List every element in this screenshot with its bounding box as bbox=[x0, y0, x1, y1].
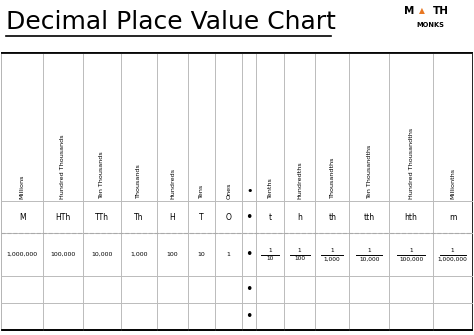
Text: MONKS: MONKS bbox=[416, 22, 444, 28]
Text: Ten Thousands: Ten Thousands bbox=[100, 151, 104, 199]
Text: 10,000: 10,000 bbox=[91, 252, 113, 257]
Text: 100: 100 bbox=[294, 256, 305, 261]
Text: M: M bbox=[404, 6, 415, 16]
Text: Th: Th bbox=[134, 213, 144, 222]
Text: O: O bbox=[226, 213, 232, 222]
Text: Tenths: Tenths bbox=[268, 178, 273, 199]
Text: T: T bbox=[199, 213, 204, 222]
Text: 1,000,000: 1,000,000 bbox=[7, 252, 38, 257]
Text: •: • bbox=[246, 211, 253, 224]
Text: 1,000: 1,000 bbox=[130, 252, 148, 257]
Text: 10: 10 bbox=[198, 252, 205, 257]
Text: Tens: Tens bbox=[199, 184, 204, 199]
Text: 10: 10 bbox=[266, 256, 274, 261]
Text: tth: tth bbox=[364, 213, 375, 222]
Text: 1: 1 bbox=[330, 248, 334, 253]
FancyBboxPatch shape bbox=[1, 53, 473, 330]
Text: 10,000: 10,000 bbox=[359, 256, 380, 261]
Text: Hundreds: Hundreds bbox=[170, 168, 175, 199]
Text: TTh: TTh bbox=[95, 213, 109, 222]
Text: hth: hth bbox=[405, 213, 418, 222]
Text: Ones: Ones bbox=[226, 182, 231, 199]
Text: Millions: Millions bbox=[20, 174, 25, 199]
Text: ▲: ▲ bbox=[419, 6, 425, 15]
Text: Ten Thousandths: Ten Thousandths bbox=[367, 144, 372, 199]
Text: m: m bbox=[449, 213, 456, 222]
Text: 1,000: 1,000 bbox=[324, 256, 341, 261]
Text: 1: 1 bbox=[451, 248, 455, 253]
Text: •: • bbox=[246, 283, 253, 296]
Text: 100,000: 100,000 bbox=[50, 252, 75, 257]
Text: Millionths: Millionths bbox=[450, 168, 455, 199]
Text: •: • bbox=[246, 310, 253, 323]
Text: Thousands: Thousands bbox=[137, 164, 142, 199]
Text: TH: TH bbox=[433, 6, 448, 16]
Text: •: • bbox=[246, 186, 252, 196]
Text: t: t bbox=[269, 213, 272, 222]
Text: Hundredths: Hundredths bbox=[297, 161, 302, 199]
Text: h: h bbox=[297, 213, 302, 222]
Text: th: th bbox=[328, 213, 336, 222]
Text: 1: 1 bbox=[298, 248, 301, 253]
Text: Thousandths: Thousandths bbox=[330, 157, 335, 199]
Text: Decimal Place Value Chart: Decimal Place Value Chart bbox=[6, 10, 336, 34]
Text: 1: 1 bbox=[367, 248, 371, 253]
Text: 1: 1 bbox=[268, 248, 272, 253]
Text: 1: 1 bbox=[409, 248, 413, 253]
Text: 1: 1 bbox=[227, 252, 231, 257]
Text: •: • bbox=[246, 248, 253, 261]
Text: 100,000: 100,000 bbox=[399, 256, 423, 261]
Text: M: M bbox=[19, 213, 26, 222]
Text: Hundred Thousandths: Hundred Thousandths bbox=[409, 127, 413, 199]
Text: 1,000,000: 1,000,000 bbox=[438, 256, 468, 261]
Text: 100: 100 bbox=[167, 252, 178, 257]
Text: H: H bbox=[170, 213, 175, 222]
Text: Hundred Thousands: Hundred Thousands bbox=[61, 134, 65, 199]
Text: HTh: HTh bbox=[55, 213, 71, 222]
